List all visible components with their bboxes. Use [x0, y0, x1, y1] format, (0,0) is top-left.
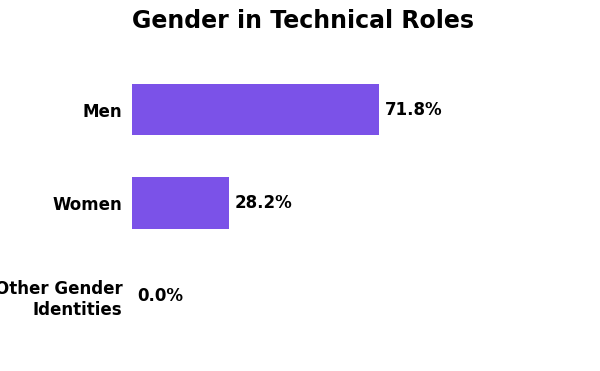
- Bar: [132, 84, 379, 135]
- Bar: [132, 177, 229, 229]
- Text: 28.2%: 28.2%: [234, 194, 292, 212]
- Text: 71.8%: 71.8%: [385, 101, 442, 119]
- Text: 0.0%: 0.0%: [137, 288, 183, 305]
- Text: Gender in Technical Roles: Gender in Technical Roles: [132, 9, 474, 33]
